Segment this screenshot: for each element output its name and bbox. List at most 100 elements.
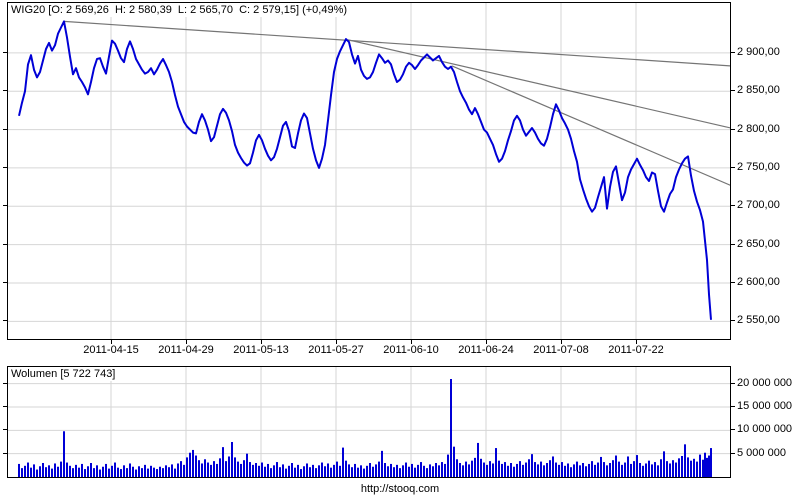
volume-bar — [93, 468, 95, 477]
volume-bar — [126, 468, 128, 477]
volume-bar — [102, 466, 104, 477]
volume-bar — [606, 465, 608, 477]
volume-bar — [39, 466, 41, 477]
volume-bar — [459, 462, 461, 477]
date-axis-label: 2011-06-24 — [458, 344, 514, 356]
volume-bar — [597, 462, 599, 477]
volume-bar — [75, 464, 77, 477]
price-axis-label: 2 800,00 — [737, 122, 780, 135]
volume-bar — [489, 461, 491, 477]
price-axis-tick — [3, 320, 7, 322]
volume-bar — [357, 467, 359, 477]
date-axis-tick — [186, 340, 187, 344]
volume-bar — [333, 464, 335, 477]
volume-bar — [393, 467, 395, 477]
volume-axis-label: 10 000 000 — [737, 423, 793, 436]
date-axis-tick — [261, 340, 262, 344]
volume-bar — [360, 465, 362, 477]
price-axis-label: 2 600,00 — [737, 276, 780, 288]
volume-bar — [345, 460, 347, 477]
volume-bar — [651, 464, 653, 477]
volume-axis-label: 5 000 000 — [737, 446, 786, 459]
volume-bar — [318, 465, 320, 477]
trendline — [451, 65, 730, 186]
price-axis-tick — [3, 282, 7, 283]
date-axis-tick — [411, 340, 412, 344]
volume-bar — [165, 465, 167, 477]
volume-chart-svg — [8, 367, 730, 477]
volume-bar — [141, 468, 143, 477]
volume-bar — [237, 461, 239, 477]
volume-bar — [687, 457, 689, 477]
volume-bar — [120, 469, 122, 477]
volume-bar — [186, 457, 188, 477]
volume-bar — [300, 469, 302, 477]
volume-bar — [240, 463, 242, 477]
volume-bar — [570, 467, 572, 477]
volume-bar — [576, 461, 578, 477]
volume-bar — [87, 466, 89, 477]
price-axis-label: 2 750,00 — [737, 160, 780, 173]
volume-bar — [627, 456, 629, 477]
volume-bar — [522, 464, 524, 477]
volume-bar — [171, 464, 173, 477]
volume-bar — [321, 462, 323, 477]
volume-bar — [183, 464, 185, 477]
volume-bar — [132, 466, 134, 477]
date-axis-label: 2011-04-15 — [83, 344, 139, 356]
price-chart-svg — [8, 3, 730, 339]
volume-bar — [477, 442, 479, 477]
volume-bar — [216, 463, 218, 477]
volume-bar — [192, 449, 194, 477]
volume-bar — [234, 457, 236, 477]
volume-bar — [669, 463, 671, 477]
volume-axis-tick — [3, 382, 7, 384]
price-axis-label: 2 700,00 — [737, 199, 780, 212]
volume-bar — [42, 462, 44, 477]
date-axis-tick — [111, 340, 112, 344]
volume-axis-label: 15 000 000 — [737, 399, 793, 412]
volume-bar — [279, 467, 281, 477]
volume-bar — [624, 462, 626, 477]
volume-bar — [144, 464, 146, 477]
volume-bar — [474, 457, 476, 477]
volume-bar — [663, 451, 665, 477]
volume-bar — [375, 464, 377, 477]
trendline — [63, 20, 730, 67]
volume-bar — [642, 465, 644, 477]
volume-bar — [156, 469, 158, 477]
volume-bar — [510, 462, 512, 477]
volume-bar — [309, 467, 311, 477]
volume-bar — [363, 468, 365, 477]
volume-bar — [105, 463, 107, 477]
price-axis-tick — [730, 320, 735, 322]
volume-bar — [381, 450, 383, 477]
volume-bar — [702, 459, 704, 477]
volume-bar — [552, 456, 554, 477]
volume-bar — [219, 458, 221, 477]
volume-bar — [480, 458, 482, 477]
volume-bar — [366, 465, 368, 477]
volume-bar — [111, 465, 113, 477]
volume-bar — [135, 469, 137, 477]
volume-bar — [555, 462, 557, 477]
volume-bar — [222, 447, 224, 477]
date-axis-label: 2011-05-27 — [308, 344, 364, 356]
volume-bar — [438, 465, 440, 477]
volume-bar — [609, 462, 611, 477]
footer-url[interactable]: http://stooq.com — [360, 483, 440, 495]
volume-bar — [588, 463, 590, 477]
volume-bar — [414, 467, 416, 477]
volume-bar — [573, 464, 575, 477]
volume-bar — [498, 460, 500, 477]
volume-bar — [432, 466, 434, 477]
volume-bar — [348, 464, 350, 477]
volume-bar — [285, 468, 287, 477]
volume-bar — [495, 448, 497, 477]
price-axis-tick — [730, 205, 735, 207]
volume-bar — [327, 463, 329, 477]
volume-bar — [114, 462, 116, 477]
volume-bar — [612, 460, 614, 477]
volume-bar — [138, 466, 140, 477]
volume-bar — [591, 461, 593, 477]
